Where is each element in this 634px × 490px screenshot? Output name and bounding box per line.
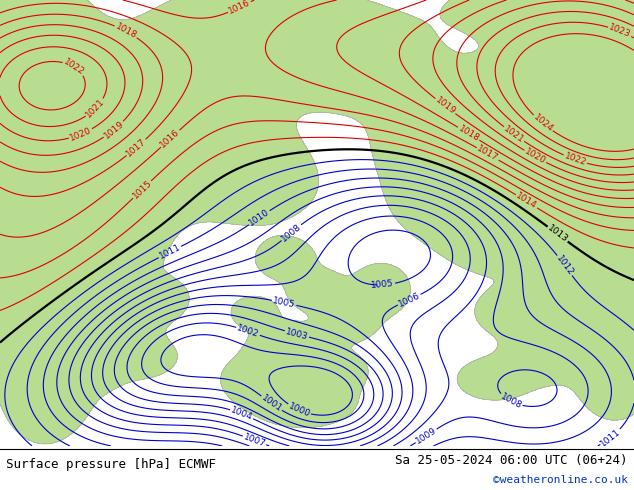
Text: 1003: 1003: [285, 327, 309, 342]
Text: 1005: 1005: [272, 296, 296, 310]
Text: 1007: 1007: [242, 432, 267, 449]
Text: 1000: 1000: [287, 401, 311, 419]
Text: 1020: 1020: [68, 126, 93, 143]
Text: 1011: 1011: [599, 427, 623, 448]
Text: 1016: 1016: [158, 127, 182, 150]
Text: Surface pressure [hPa] ECMWF: Surface pressure [hPa] ECMWF: [6, 458, 216, 471]
Text: 1010: 1010: [247, 208, 271, 228]
Text: 1023: 1023: [607, 23, 632, 40]
Text: 1020: 1020: [523, 147, 547, 166]
Text: 1016: 1016: [227, 0, 252, 16]
Text: 1017: 1017: [476, 145, 500, 164]
Text: 1018: 1018: [456, 124, 481, 144]
Text: 1022: 1022: [62, 57, 86, 77]
Text: 1021: 1021: [84, 97, 107, 120]
Text: 1014: 1014: [514, 192, 538, 211]
Text: 1019: 1019: [102, 119, 126, 141]
Text: 1022: 1022: [563, 151, 587, 168]
Text: 1006: 1006: [397, 291, 422, 309]
Text: 1001: 1001: [259, 393, 283, 414]
Text: ©weatheronline.co.uk: ©weatheronline.co.uk: [493, 475, 628, 485]
Text: 1008: 1008: [280, 222, 303, 244]
Text: 1024: 1024: [531, 113, 555, 134]
Text: 1009: 1009: [414, 426, 438, 446]
Text: 1011: 1011: [158, 243, 182, 261]
Text: 1013: 1013: [546, 223, 569, 245]
Text: 1008: 1008: [498, 392, 523, 411]
Text: 1012: 1012: [554, 254, 575, 277]
Text: Sa 25-05-2024 06:00 UTC (06+24): Sa 25-05-2024 06:00 UTC (06+24): [395, 454, 628, 466]
Text: 1015: 1015: [131, 178, 153, 201]
Text: 1018: 1018: [113, 22, 138, 41]
Text: 1004: 1004: [230, 406, 254, 422]
Text: 1002: 1002: [236, 323, 261, 339]
Text: 1017: 1017: [124, 137, 148, 159]
Text: 1019: 1019: [434, 96, 457, 117]
Text: 1021: 1021: [502, 124, 526, 145]
Text: 1005: 1005: [371, 279, 394, 291]
